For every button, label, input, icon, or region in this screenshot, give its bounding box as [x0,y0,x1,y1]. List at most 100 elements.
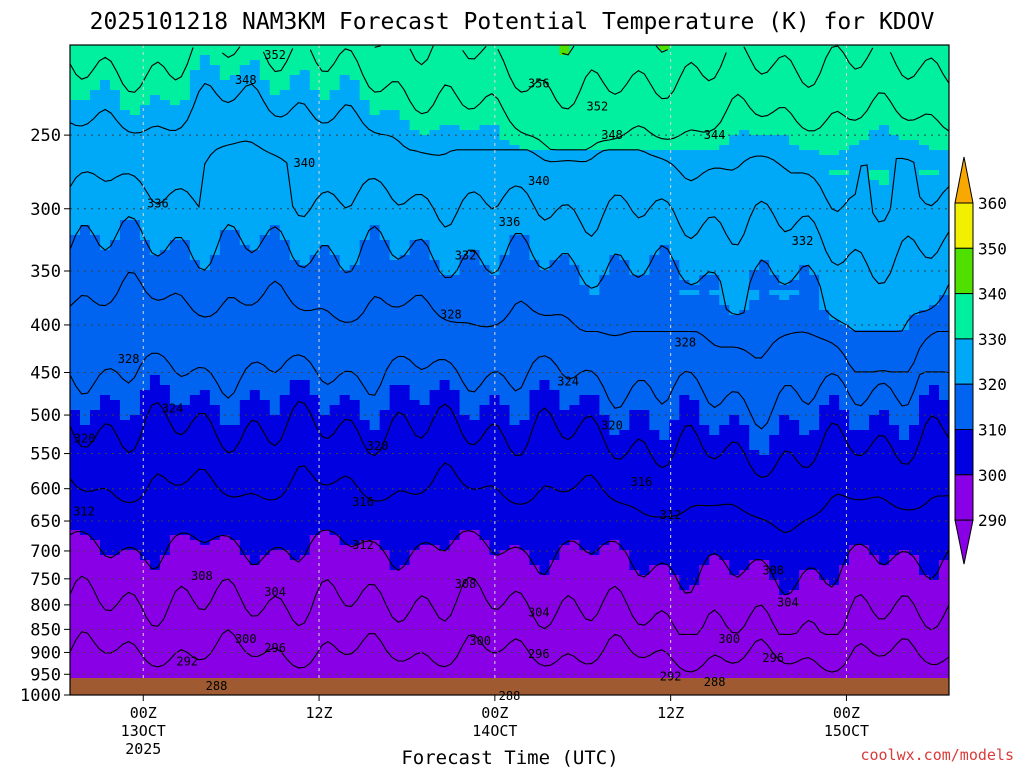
band-cell [839,310,850,316]
band-cell [79,95,91,101]
band-cell [869,100,880,106]
band-cell [589,295,600,301]
band-cell [479,245,491,251]
band-cell [369,310,381,316]
band-cell [699,105,710,111]
band-cell [129,175,141,181]
band-cell [669,120,680,126]
band-cell [609,300,620,306]
band-cell [719,305,730,311]
band-cell [239,205,251,211]
band-cell [179,300,191,306]
band-cell [139,195,151,201]
band-cell [929,170,940,176]
band-cell [219,260,231,266]
band-cell [189,55,201,61]
band-cell [799,145,810,151]
band-cell [629,235,640,241]
band-cell [799,245,810,251]
band-cell [159,75,171,81]
band-cell [279,200,291,206]
band-cell [859,130,870,136]
band-cell [709,230,720,236]
band-cell [669,60,680,66]
band-cell [89,285,101,291]
band-cell [399,95,411,101]
band-cell [419,100,431,106]
band-cell [119,120,131,126]
band-cell [819,140,830,146]
band-cell [70,115,81,121]
band-cell [229,200,241,206]
band-cell [409,305,421,311]
band-cell [929,105,940,111]
band-cell [799,175,810,181]
band-cell [299,260,311,266]
band-cell [699,65,710,71]
band-cell [399,240,411,246]
band-cell [139,80,151,86]
band-cell [649,220,660,226]
band-cell [109,150,121,156]
band-cell [459,315,471,321]
band-cell [759,195,770,201]
band-cell [99,95,111,101]
band-cell [899,300,910,306]
band-cell [769,315,780,321]
band-cell [269,135,281,141]
band-cell [199,310,211,316]
band-cell [779,220,790,226]
band-cell [379,250,391,256]
band-cell [229,300,241,306]
band-cell [549,80,561,86]
band-cell [789,220,800,226]
band-cell [129,240,141,246]
band-cell [509,115,521,121]
band-cell [889,320,900,326]
band-cell [769,140,780,146]
band-cell [919,95,930,101]
band-cell [759,80,770,86]
band-cell [899,120,910,126]
band-cell [599,65,610,71]
band-cell [919,55,930,61]
band-cell [839,105,850,111]
band-cell [289,275,301,281]
band-cell [739,255,750,261]
band-cell [429,50,441,56]
band-cell [349,310,361,316]
band-cell [839,115,850,121]
band-cell [819,185,830,191]
band-cell [679,325,690,331]
band-cell [329,130,341,136]
band-cell [659,115,670,121]
band-cell [639,280,650,286]
band-cell [229,320,241,326]
band-cell [189,110,201,116]
band-cell [359,205,371,211]
band-cell [499,160,511,166]
band-cell [419,170,431,176]
band-cell [399,230,411,236]
band-cell [99,210,111,216]
band-cell [149,170,161,176]
band-cell [559,120,571,126]
band-cell [899,175,910,181]
band-cell [559,255,571,261]
band-cell [139,100,151,106]
band-cell [239,105,251,111]
band-cell [509,310,521,316]
band-cell [729,170,740,176]
band-cell [459,245,471,251]
band-cell [839,300,850,306]
band-cell [899,110,910,116]
band-cell [379,200,391,206]
band-cell [669,280,680,286]
band-cell [399,55,411,61]
band-cell [829,205,840,211]
band-cell [889,205,900,211]
band-cell [259,85,271,91]
band-cell [429,75,441,81]
band-cell [539,310,551,316]
band-cell [709,105,720,111]
